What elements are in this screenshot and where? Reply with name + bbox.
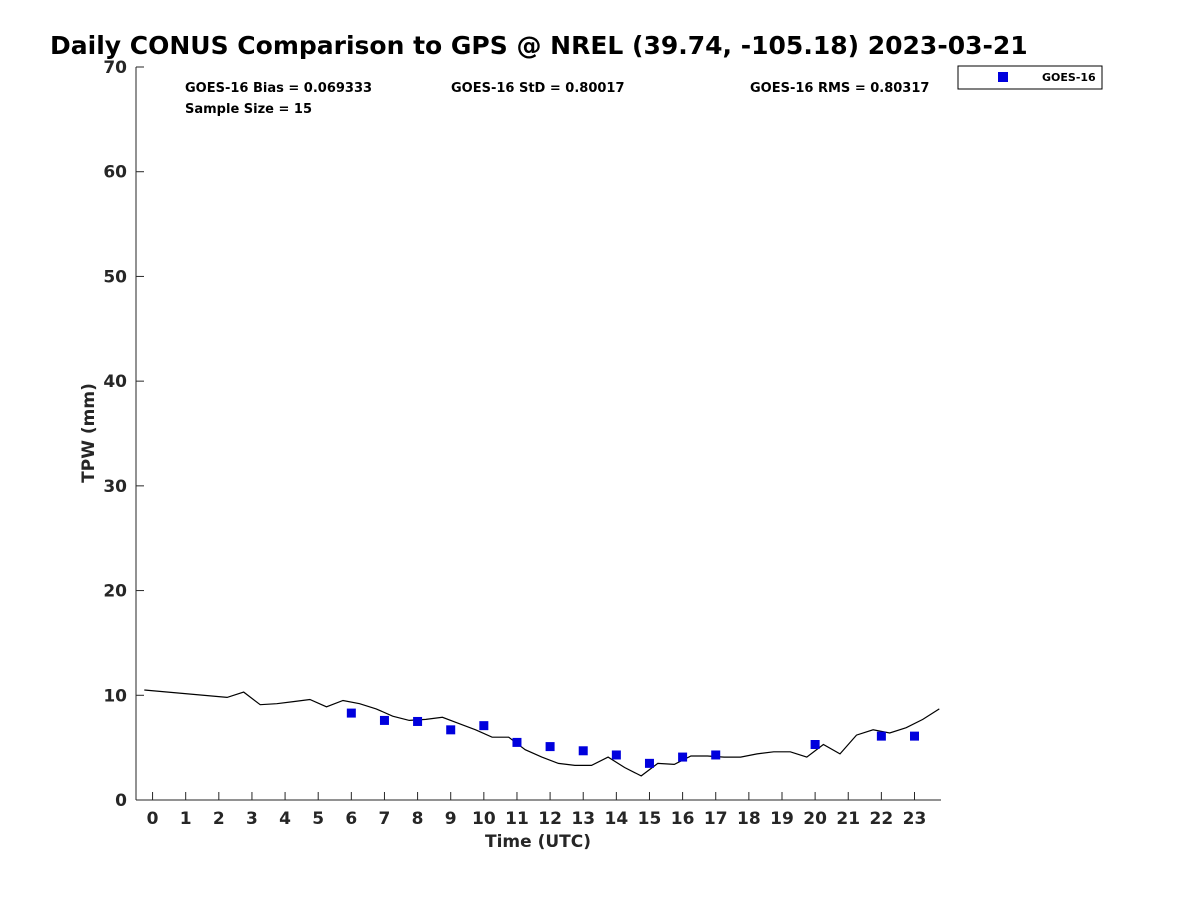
std-stat: GOES-16 StD = 0.80017 bbox=[451, 81, 625, 96]
y-tick-label: 20 bbox=[103, 582, 127, 602]
x-tick-label: 18 bbox=[737, 809, 761, 829]
x-tick-label: 21 bbox=[836, 809, 860, 829]
x-tick-label: 17 bbox=[704, 809, 728, 829]
x-tick-label: 5 bbox=[312, 809, 324, 829]
goes-data-point bbox=[711, 750, 721, 760]
goes-data-point bbox=[678, 752, 688, 762]
legend-box bbox=[957, 65, 1103, 90]
x-tick-label: 16 bbox=[671, 809, 695, 829]
x-tick-label: 23 bbox=[903, 809, 927, 829]
goes-data-point bbox=[810, 740, 820, 750]
y-axis-label: TPW (mm) bbox=[79, 383, 99, 483]
x-tick-label: 14 bbox=[605, 809, 629, 829]
y-tick-label: 60 bbox=[103, 163, 127, 183]
rms-stat: GOES-16 RMS = 0.80317 bbox=[750, 81, 929, 96]
goes-data-point bbox=[512, 737, 522, 747]
x-tick-label: 13 bbox=[571, 809, 595, 829]
gps-line-layer bbox=[144, 689, 940, 777]
legend-label-goes: GOES-16 bbox=[1042, 71, 1096, 84]
goes-data-point bbox=[909, 731, 919, 741]
chart-title: Daily CONUS Comparison to GPS @ NREL (39… bbox=[50, 31, 1028, 60]
y-tick-label: 30 bbox=[103, 477, 127, 497]
x-tick-label: 19 bbox=[770, 809, 794, 829]
x-tick-label: 9 bbox=[445, 809, 457, 829]
goes-data-point bbox=[479, 721, 489, 731]
x-tick-label: 7 bbox=[379, 809, 391, 829]
goes-data-point bbox=[545, 742, 555, 752]
goes-data-point bbox=[611, 750, 621, 760]
gps-series-line bbox=[144, 689, 940, 777]
x-tick-label: 22 bbox=[870, 809, 894, 829]
y-tick-label: 50 bbox=[103, 267, 127, 287]
sample-size-stat: Sample Size = 15 bbox=[185, 102, 312, 117]
goes-data-point bbox=[446, 725, 456, 735]
axes: 0 1 2 3 4 5 6 7 8 9 10 11 12 13 14 15 16 17 18 19 20 21 22 2301… bbox=[103, 58, 941, 829]
y-tick-label: 40 bbox=[103, 372, 127, 392]
x-tick-label: 10 bbox=[472, 809, 496, 829]
x-tick-label: 8 bbox=[412, 809, 424, 829]
goes-data-point bbox=[346, 708, 356, 718]
x-tick-label: 11 bbox=[505, 809, 529, 829]
legend: GOES-16 bbox=[957, 65, 1103, 90]
y-tick-label: 10 bbox=[103, 686, 127, 706]
y-tick-label: 0 bbox=[115, 791, 127, 811]
goes-data-point bbox=[578, 746, 588, 756]
bias-stat: GOES-16 Bias = 0.069333 bbox=[185, 81, 372, 96]
x-axis-label: Time (UTC) bbox=[485, 832, 591, 852]
x-tick-label: 6 bbox=[345, 809, 357, 829]
goes-data-point bbox=[413, 716, 423, 726]
x-tick-label: 1 bbox=[180, 809, 192, 829]
x-tick-label: 0 bbox=[147, 809, 159, 829]
goes-points-layer bbox=[346, 708, 919, 768]
x-tick-label: 15 bbox=[638, 809, 662, 829]
legend-marker-goes bbox=[998, 72, 1008, 82]
x-tick-label: 12 bbox=[538, 809, 562, 829]
x-tick-label: 20 bbox=[803, 809, 827, 829]
goes-data-point bbox=[876, 731, 886, 741]
goes-data-point bbox=[379, 715, 389, 725]
goes-data-point bbox=[644, 758, 654, 768]
x-tick-label: 4 bbox=[279, 809, 291, 829]
y-tick-label: 70 bbox=[103, 58, 127, 78]
x-tick-label: 3 bbox=[246, 809, 258, 829]
x-tick-label: 2 bbox=[213, 809, 225, 829]
